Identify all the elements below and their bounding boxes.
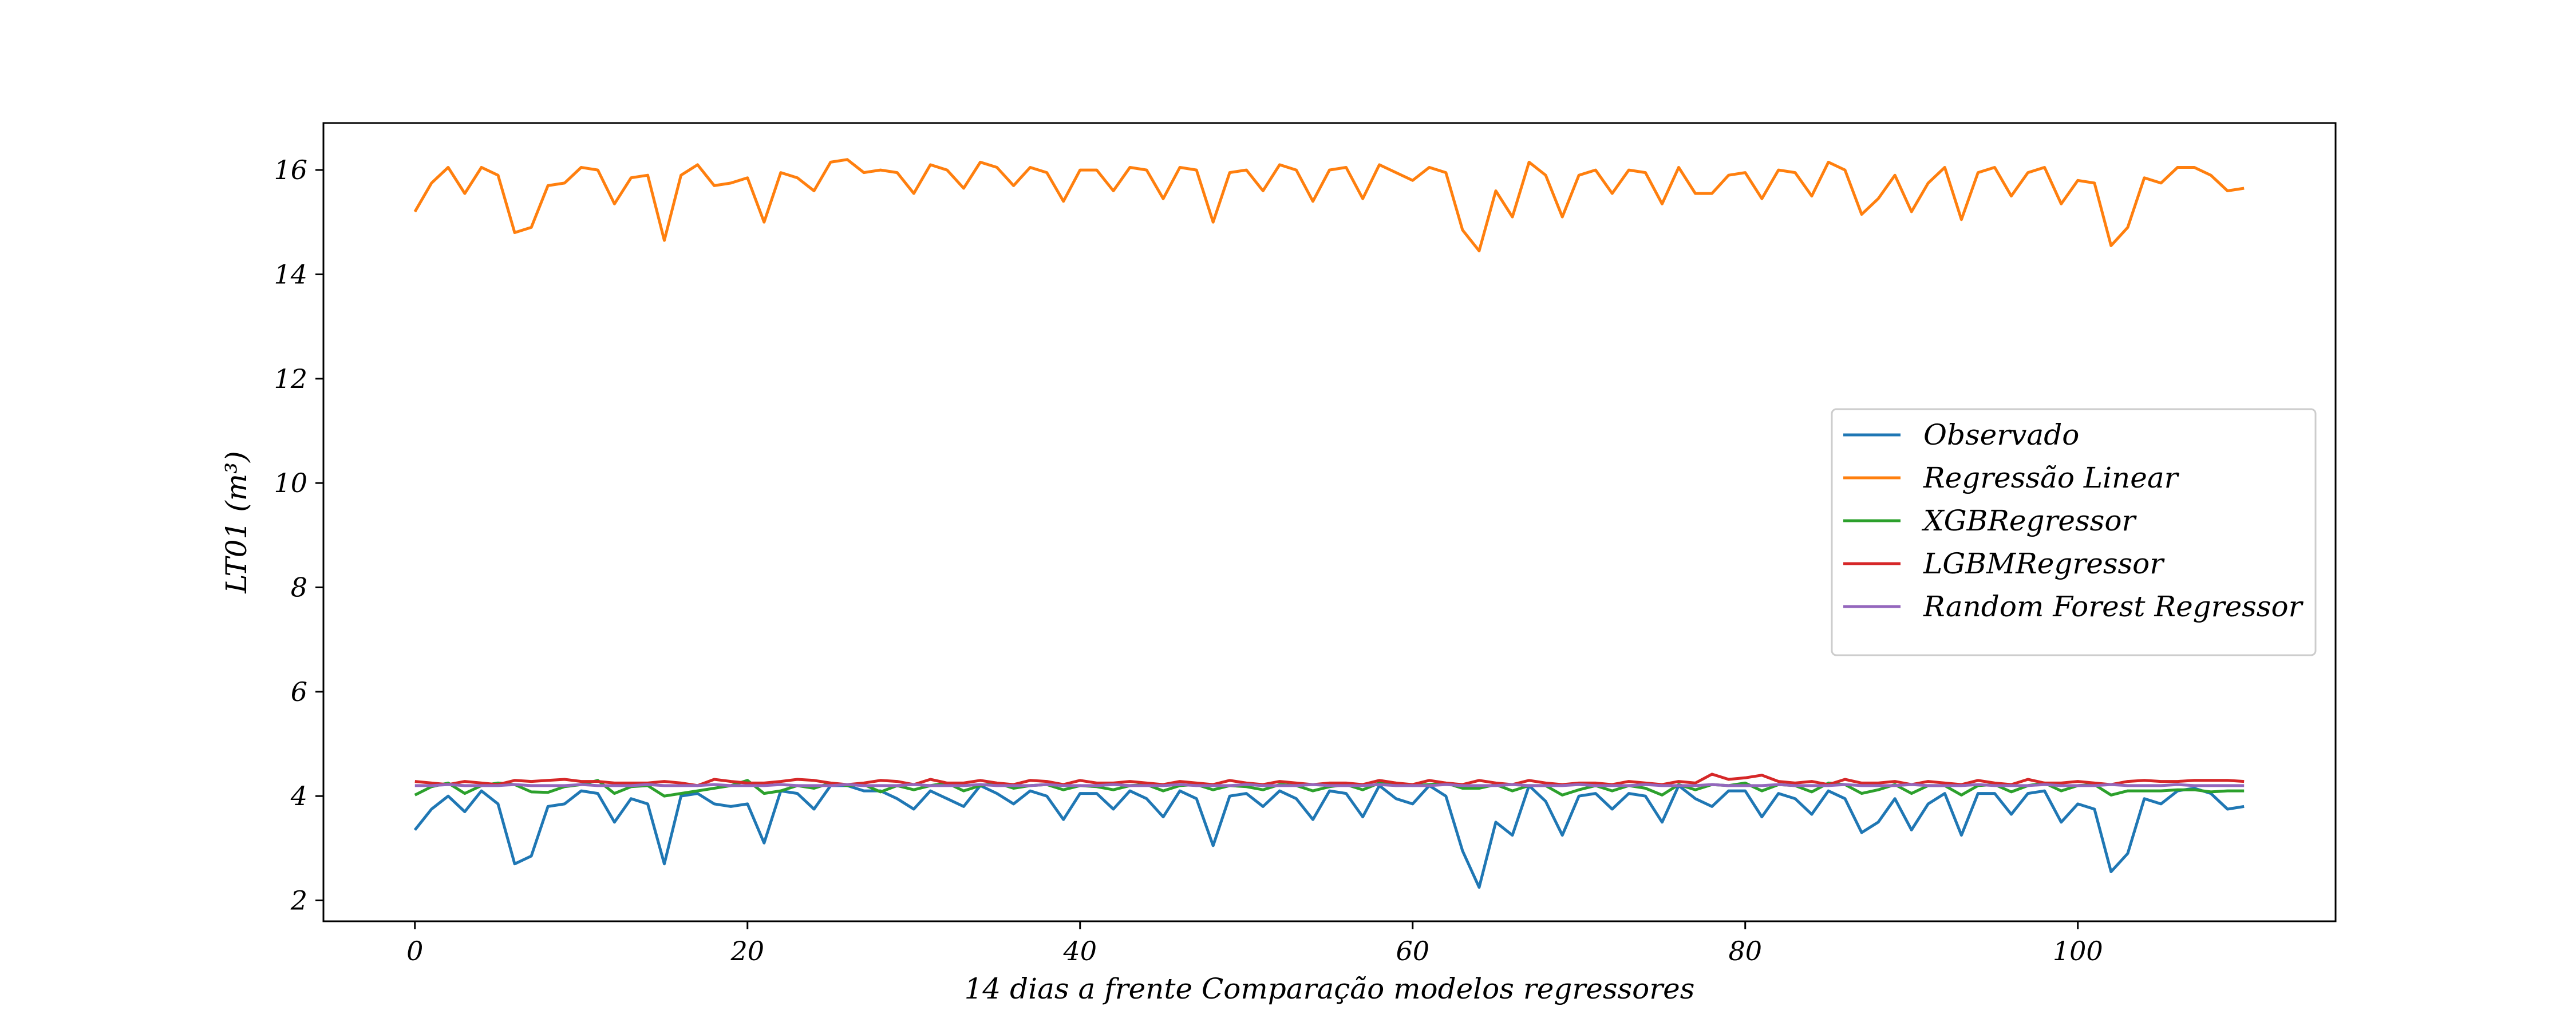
x-tick-label: 20 [730, 936, 764, 966]
y-tick-label: 16 [274, 154, 307, 185]
series-line [414, 783, 2245, 787]
legend-entry: Random Forest Regressor [1923, 590, 2304, 623]
legend-entry: LGBMRegressor [1923, 547, 2165, 580]
legend-entry: Observado [1923, 418, 2079, 451]
plot-area [413, 158, 2245, 889]
x-tick-label: 40 [1062, 936, 1097, 966]
x-tick-label: 80 [1728, 936, 1762, 966]
y-tick-label: 12 [274, 363, 307, 394]
legend-entry: Regressão Linear [1923, 461, 2180, 494]
y-tick-label: 2 [290, 885, 307, 916]
axes-frame [322, 122, 2337, 922]
x-tick-label: 100 [2053, 936, 2103, 966]
series-line [413, 784, 2245, 889]
series-line [413, 158, 2245, 252]
y-tick-label: 14 [274, 259, 307, 290]
y-tick-label: 10 [274, 468, 307, 498]
y-axis-label: LT01 (m³) [220, 451, 253, 593]
y-tick-label: 4 [290, 781, 307, 811]
x-axis-label: 14 dias a frente Comparação modelos regr… [965, 972, 1695, 1005]
series-line [414, 772, 2245, 787]
legend-box [1831, 408, 2317, 656]
y-tick-label: 8 [291, 572, 307, 603]
x-tick-label: 0 [406, 936, 423, 966]
axis-ticks: 0 20 40 60 80 100 2 4 6 8 10 12 14 16 [274, 154, 2103, 966]
x-tick-label: 60 [1396, 936, 1429, 966]
legend: Observado Regressão Linear XGBRegressor LGB… [1831, 408, 2317, 656]
y-tick-label: 6 [291, 676, 307, 707]
legend-entry: XGBRegressor [1921, 504, 2137, 537]
